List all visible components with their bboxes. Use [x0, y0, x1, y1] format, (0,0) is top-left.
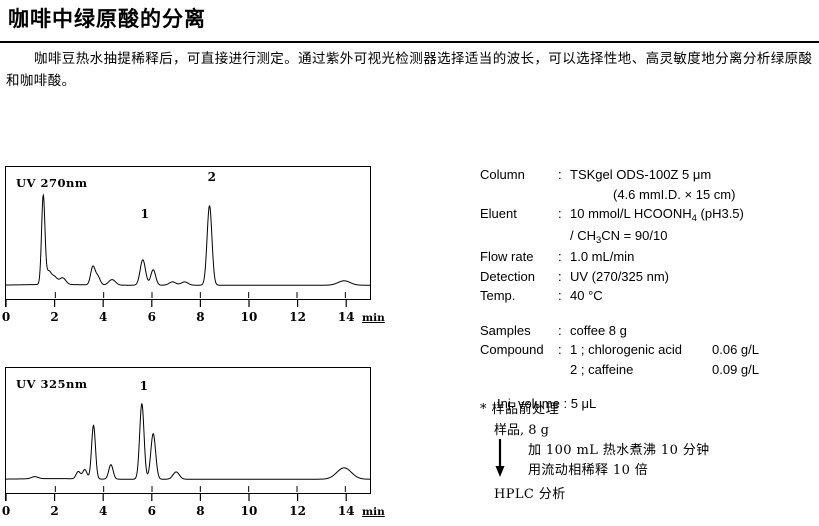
- conditions-spacer: [480, 306, 759, 321]
- condition-colon: :: [558, 342, 562, 357]
- condition-value: 1 ; chlorogenic acid 0.06 g/L: [570, 340, 759, 360]
- condition-colon: :: [558, 322, 562, 338]
- x-tick-label: 14: [337, 504, 355, 518]
- x-tick-label: 4: [99, 504, 108, 518]
- analysis-conditions: Column : TSKgel ODS-100Z 5 μm (4.6 mmI.D…: [480, 165, 759, 414]
- condition-injection-volume: Inj. volume : 5 μL: [497, 396, 597, 411]
- condition-key: Samples: [480, 322, 531, 338]
- prep-sample-amount: 样品, 8 g: [494, 423, 549, 438]
- compound-concentration: 0.06 g/L: [712, 342, 759, 357]
- chromatogram-trace-uv270: [6, 167, 370, 299]
- condition-row-temp: Temp. : 40 °C: [480, 286, 759, 306]
- plot-area-uv270: UV 270nm 1 2: [5, 166, 371, 300]
- x-axis-uv325: 0 2 4 6 8 10 12 14 min: [1, 494, 385, 520]
- plot-area-uv325: UV 325nm 1: [5, 367, 371, 494]
- x-tick-label: 6: [147, 310, 156, 324]
- detector-label-uv325: UV 325nm: [16, 377, 88, 391]
- x-tick-label: 0: [1, 310, 11, 324]
- x-axis-unit-uv325: min: [362, 506, 385, 518]
- x-tick-label: 8: [196, 310, 205, 324]
- x-tick-label: 2: [50, 504, 59, 518]
- chromatogram-trace-uv325: [6, 368, 370, 493]
- condition-row-compound-2: 2 ; caffeine 0.09 g/L: [480, 360, 759, 380]
- condition-value: 40 °C: [570, 288, 603, 303]
- compound-name: 1 ; chlorogenic acid: [570, 342, 683, 357]
- prep-step-2: 用流动相稀释 10 倍: [528, 463, 649, 478]
- x-axis-uv270: 0 2 4 6 8 10 12 14 min: [1, 300, 385, 326]
- title-divider: [0, 41, 819, 43]
- condition-value: 10 mmol/L HCOONH4 (pH3.5): [570, 206, 744, 224]
- intro-paragraph: 咖啡豆热水抽提稀释后，可直接进行测定。通过紫外可视光检测器选择适当的波长，可以选…: [6, 51, 813, 89]
- x-tick-label: 8: [196, 504, 205, 518]
- condition-row-samples: Samples : coffee 8 g: [480, 321, 759, 341]
- x-tick-label: 2: [50, 310, 59, 324]
- condition-key: Flow rate: [480, 249, 534, 264]
- detector-label-uv270: UV 270nm: [16, 176, 88, 190]
- prep-step-1: 加 100 mL 热水煮沸 10 分钟: [528, 443, 710, 458]
- condition-row-detection: Detection : UV (270/325 nm): [480, 267, 759, 287]
- compound-name: 2 ; caffeine: [570, 361, 634, 377]
- prep-steps-block: 加 100 mL 热水煮沸 10 分钟 用流动相稀释 10 倍: [480, 439, 709, 479]
- compound-concentration: 0.09 g/L: [712, 361, 759, 377]
- condition-row-flow-rate: Flow rate : 1.0 mL/min: [480, 247, 759, 267]
- x-tick-label: 6: [147, 504, 156, 518]
- condition-value: UV (270/325 nm): [570, 268, 669, 284]
- peak-number-label: 1: [140, 207, 149, 222]
- condition-row-column: Column : TSKgel ODS-100Z 5 μm: [480, 165, 759, 185]
- x-axis-unit-uv270: min: [362, 312, 385, 324]
- condition-value: 1.0 mL/min: [570, 249, 635, 264]
- condition-key: Detection: [480, 268, 535, 284]
- condition-colon: :: [558, 288, 562, 303]
- x-axis-ticks-uv270: [5, 300, 347, 307]
- condition-row-compound-1: Compound : 1 ; chlorogenic acid 0.06 g/L: [480, 340, 759, 360]
- condition-colon: :: [558, 249, 562, 264]
- x-tick-label: 10: [240, 310, 258, 324]
- condition-value: TSKgel ODS-100Z 5 μm: [570, 167, 712, 182]
- condition-key: Column: [480, 167, 525, 182]
- x-tick-label: 14: [337, 310, 355, 324]
- condition-colon: :: [558, 206, 562, 221]
- condition-key: Eluent: [480, 206, 517, 221]
- x-tick-label: 0: [1, 504, 11, 518]
- condition-value: 2 ; caffeine 0.09 g/L: [570, 360, 759, 380]
- condition-key: Compound: [480, 342, 544, 357]
- x-tick-label: 12: [289, 504, 306, 518]
- down-arrow-icon: [495, 439, 505, 477]
- prep-result: HPLC 分析: [494, 487, 566, 502]
- condition-value: coffee 8 g: [570, 322, 627, 338]
- condition-eluent-ratio: / CH3CN = 90/10: [570, 227, 668, 246]
- chromatogram-panel-uv325: UV 325nm 1 0 2 4 6 8 10 12 14 min: [1, 367, 385, 520]
- condition-colon: :: [558, 268, 562, 284]
- page-title: 咖啡中绿原酸的分离: [8, 6, 206, 31]
- condition-row-eluent: Eluent : 10 mmol/L HCOONH4 (pH3.5): [480, 204, 759, 226]
- peak-number-label: 1: [139, 379, 148, 393]
- peak-number-label: 2: [207, 170, 216, 185]
- condition-colon: :: [558, 167, 562, 182]
- condition-column-dimensions: (4.6 mmI.D. × 15 cm): [613, 186, 736, 202]
- x-axis-ticks-uv325: [5, 494, 347, 501]
- prep-title: * 样品前处理: [480, 402, 560, 417]
- x-tick-label: 4: [99, 310, 108, 324]
- condition-key: Temp.: [480, 288, 516, 303]
- x-tick-label: 12: [289, 310, 306, 324]
- sample-preparation-flow: * 样品前处理 样品, 8 g 加 100 mL 热水煮沸 10 分钟 用流动相…: [480, 398, 709, 502]
- x-tick-label: 10: [240, 504, 258, 518]
